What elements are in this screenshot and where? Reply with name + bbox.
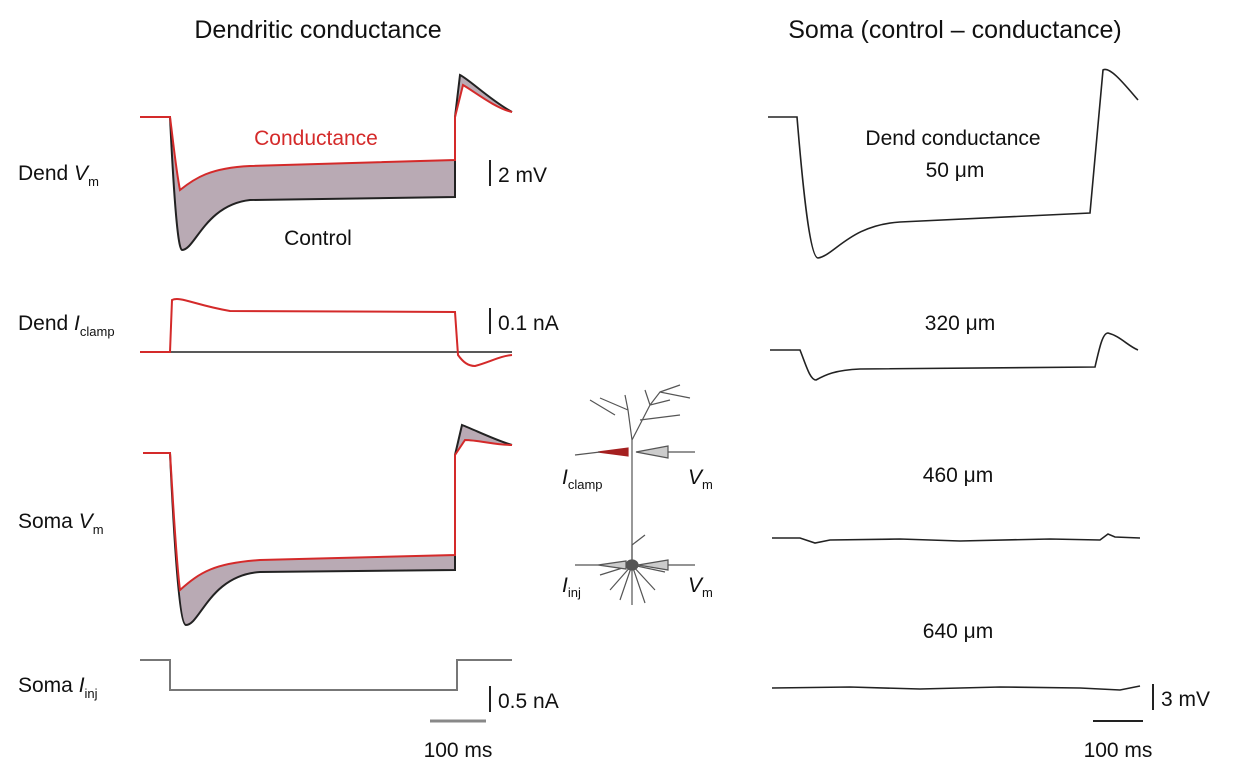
neuron-diagram xyxy=(574,384,695,605)
difference-fill xyxy=(455,425,512,455)
trace-label: 460 μm xyxy=(923,464,993,487)
difference-fill xyxy=(170,453,455,625)
trace-label: 320 μm xyxy=(925,312,995,335)
dend-iclamp-traces: 0.1 nA xyxy=(140,298,559,368)
scale-label: 0.5 nA xyxy=(498,690,559,713)
trace-320um xyxy=(770,332,1139,381)
scale-label: 100 ms xyxy=(424,739,493,762)
conductance-label: Conductance xyxy=(254,127,378,150)
difference-fill xyxy=(455,75,512,117)
conductance-trace xyxy=(140,83,513,192)
scale-label: 0.1 nA xyxy=(498,312,559,335)
soma-vm-traces xyxy=(143,423,513,627)
trace-label: 640 μm xyxy=(923,620,993,643)
injection-trace xyxy=(140,659,512,691)
neuron-label: Iclamp xyxy=(562,466,603,492)
right-title: Soma (control – conductance) xyxy=(788,16,1122,44)
trace-50um xyxy=(768,68,1139,259)
row-label: Soma Vm xyxy=(18,510,104,537)
trace-460um xyxy=(772,533,1141,544)
scale-label: 2 mV xyxy=(498,164,547,187)
conductance-trace xyxy=(143,438,513,593)
neuron-label: Vm xyxy=(688,574,713,600)
soma-iinj-trace: 0.5 nA 100 ms xyxy=(140,659,559,762)
dend-vm-traces: Conductance Control 2 mV xyxy=(140,73,547,252)
neuron-label: Iinj xyxy=(562,574,581,600)
left-title: Dendritic conductance xyxy=(194,16,441,44)
clamp-trace xyxy=(140,298,513,368)
scale-label: 3 mV xyxy=(1161,688,1210,711)
row-label: Dend Vm xyxy=(18,162,99,189)
titles: Dendritic conductance Soma (control – co… xyxy=(194,16,1121,44)
trace-label: 50 μm xyxy=(926,159,985,182)
row-labels: Dend Vm Dend Iclamp Soma Vm Soma Iinj xyxy=(18,162,115,701)
soma-difference-traces xyxy=(768,68,1141,691)
difference-fill xyxy=(170,117,455,250)
trace-640um xyxy=(771,685,1141,691)
scale-label: 100 ms xyxy=(1084,739,1153,762)
row-label: Soma Iinj xyxy=(18,674,98,701)
neuron-label: Vm xyxy=(688,466,713,492)
row-label: Dend Iclamp xyxy=(18,312,115,339)
neuron-labels: Iclamp Vm Iinj Vm xyxy=(562,466,713,600)
right-labels: Dend conductance 50 μm 320 μm 460 μm 640… xyxy=(865,127,1210,762)
control-label: Control xyxy=(284,227,352,250)
trace-label: Dend conductance xyxy=(865,127,1040,150)
control-trace xyxy=(140,73,513,252)
